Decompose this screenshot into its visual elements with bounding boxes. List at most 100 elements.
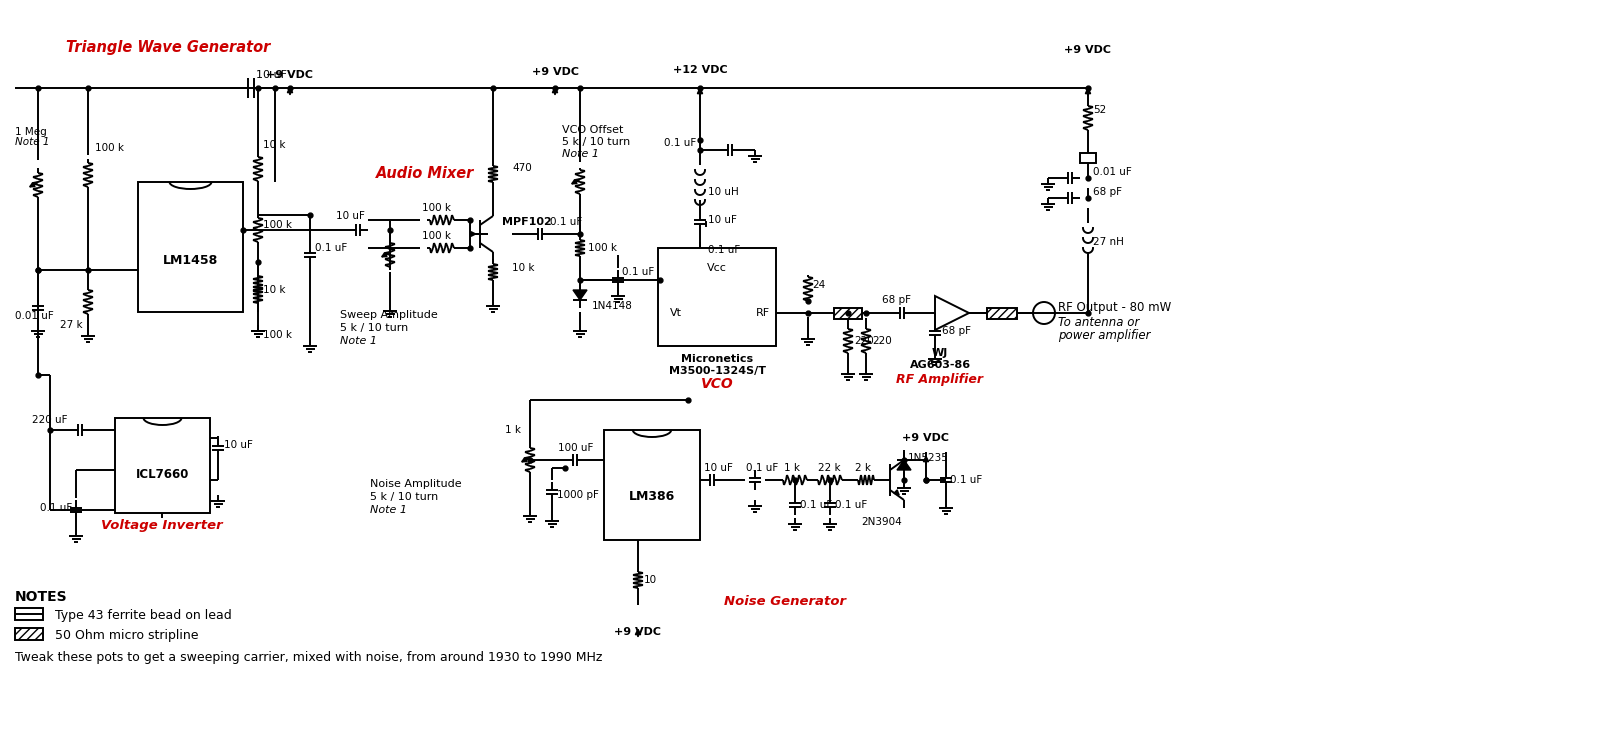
- Text: +9 VDC: +9 VDC: [902, 433, 949, 443]
- Text: 0.1 uF: 0.1 uF: [800, 500, 832, 510]
- Text: 27 k: 27 k: [61, 320, 83, 330]
- Text: 10: 10: [643, 575, 658, 585]
- Text: Noise Amplitude: Noise Amplitude: [370, 479, 462, 489]
- Text: 5 k / 10 turn: 5 k / 10 turn: [339, 323, 408, 333]
- Text: 1N4148: 1N4148: [592, 301, 634, 311]
- Text: 50 Ohm micro stripline: 50 Ohm micro stripline: [54, 628, 198, 641]
- Text: Triangle Wave Generator: Triangle Wave Generator: [66, 40, 270, 55]
- Text: Note 1: Note 1: [370, 505, 406, 515]
- Text: 1000 pF: 1000 pF: [557, 490, 598, 500]
- Text: power amplifier: power amplifier: [1058, 330, 1150, 342]
- Text: 0.1 uF: 0.1 uF: [315, 243, 347, 253]
- Text: Micronetics: Micronetics: [682, 354, 754, 364]
- Text: 470: 470: [512, 163, 531, 173]
- Bar: [14, 628, 43, 640]
- Text: +9 VDC: +9 VDC: [614, 627, 661, 637]
- Text: VCO: VCO: [701, 377, 733, 391]
- Text: 5 k / 10 turn: 5 k / 10 turn: [370, 492, 438, 502]
- Text: MPF102: MPF102: [502, 217, 552, 227]
- Bar: [1080, 153, 1096, 163]
- Text: +12 VDC: +12 VDC: [672, 65, 728, 75]
- Text: AG603-86: AG603-86: [909, 360, 971, 370]
- Text: Sweep Amplitude: Sweep Amplitude: [339, 310, 438, 320]
- Text: 1 Meg: 1 Meg: [14, 127, 46, 137]
- Text: 2 k: 2 k: [854, 463, 870, 473]
- Text: 27 nH: 27 nH: [1093, 237, 1123, 247]
- Text: Audio Mixer: Audio Mixer: [376, 166, 474, 181]
- Bar: [138, 182, 243, 312]
- Text: Note 1: Note 1: [339, 336, 378, 346]
- Text: +9 VDC: +9 VDC: [531, 67, 579, 77]
- Text: Voltage Inverter: Voltage Inverter: [101, 519, 222, 532]
- Text: 0.1 uF: 0.1 uF: [622, 267, 654, 277]
- Text: 22 k: 22 k: [818, 463, 840, 473]
- Text: RF Output - 80 mW: RF Output - 80 mW: [1058, 302, 1171, 315]
- Text: 220: 220: [872, 336, 891, 346]
- Text: 10 uF: 10 uF: [336, 211, 365, 221]
- Text: NOTES: NOTES: [14, 590, 67, 604]
- Text: 0.1 uF: 0.1 uF: [835, 500, 867, 510]
- Text: 68 pF: 68 pF: [942, 326, 971, 336]
- Bar: [605, 430, 701, 540]
- Text: 10 uF: 10 uF: [224, 440, 253, 450]
- Text: Note 1: Note 1: [14, 137, 50, 147]
- Text: 10 uH: 10 uH: [707, 187, 739, 197]
- Text: Type 43 ferrite bead on lead: Type 43 ferrite bead on lead: [54, 608, 232, 621]
- Text: M3500-1324S/T: M3500-1324S/T: [669, 366, 765, 376]
- Text: 220: 220: [854, 336, 874, 346]
- Text: 100 uF: 100 uF: [558, 443, 594, 453]
- Polygon shape: [898, 460, 910, 470]
- Text: 0.01 uF: 0.01 uF: [1093, 167, 1131, 177]
- Text: 10 k: 10 k: [262, 140, 285, 150]
- Text: 0.1 uF: 0.1 uF: [950, 475, 982, 485]
- Text: 10 uF: 10 uF: [707, 215, 738, 225]
- Text: Tweak these pots to get a sweeping carrier, mixed with noise, from around 1930 t: Tweak these pots to get a sweeping carri…: [14, 652, 602, 664]
- Text: RF: RF: [757, 308, 770, 318]
- Bar: [834, 308, 862, 319]
- Text: 1N5235: 1N5235: [909, 453, 949, 463]
- Text: ICL7660: ICL7660: [136, 469, 189, 482]
- Text: 100 k: 100 k: [422, 231, 451, 241]
- Text: 100 k: 100 k: [262, 220, 291, 230]
- Text: VCO Offset: VCO Offset: [562, 125, 624, 135]
- Text: 0.01 uF: 0.01 uF: [14, 311, 54, 321]
- Bar: [658, 248, 776, 346]
- Text: 0.1 uF: 0.1 uF: [550, 217, 582, 227]
- Text: 0.1 uF: 0.1 uF: [664, 138, 696, 148]
- Text: 0.1 uF: 0.1 uF: [746, 463, 778, 473]
- Text: LM1458: LM1458: [163, 253, 218, 267]
- Text: WJ: WJ: [931, 348, 949, 358]
- Text: 1 k: 1 k: [506, 425, 522, 435]
- Bar: [115, 418, 210, 513]
- Text: 10 uF: 10 uF: [704, 463, 733, 473]
- Text: 52: 52: [1093, 105, 1106, 115]
- Text: 0.1 uF: 0.1 uF: [707, 245, 741, 255]
- Text: +9 VDC: +9 VDC: [1064, 45, 1112, 55]
- Polygon shape: [573, 290, 587, 300]
- Text: 100 k: 100 k: [422, 203, 451, 213]
- Text: 68 pF: 68 pF: [882, 295, 910, 305]
- Text: LM386: LM386: [629, 489, 675, 503]
- Text: 0.1 uF: 0.1 uF: [40, 503, 72, 513]
- Text: 1 k: 1 k: [784, 463, 800, 473]
- Text: 100 k: 100 k: [94, 143, 125, 153]
- Text: 10 k: 10 k: [262, 285, 285, 295]
- Text: 68 pF: 68 pF: [1093, 187, 1122, 197]
- Text: 2N3904: 2N3904: [862, 517, 902, 527]
- Text: 24: 24: [813, 280, 826, 290]
- Bar: [14, 608, 43, 620]
- Text: 10 k: 10 k: [512, 263, 534, 273]
- Text: 10 uF: 10 uF: [256, 70, 286, 80]
- Text: Noise Generator: Noise Generator: [723, 595, 846, 608]
- Text: 100 k: 100 k: [589, 243, 618, 253]
- Text: Vcc: Vcc: [707, 263, 726, 273]
- Text: 220 uF: 220 uF: [32, 415, 67, 425]
- Text: Vt: Vt: [670, 308, 682, 318]
- Text: RF Amplifier: RF Amplifier: [896, 372, 984, 386]
- Text: +9 VDC: +9 VDC: [267, 70, 314, 80]
- Text: 100 k: 100 k: [262, 330, 291, 340]
- Text: Note 1: Note 1: [562, 149, 598, 159]
- Text: 5 k / 10 turn: 5 k / 10 turn: [562, 137, 630, 147]
- Text: To antenna or: To antenna or: [1058, 316, 1139, 330]
- Bar: [987, 308, 1018, 319]
